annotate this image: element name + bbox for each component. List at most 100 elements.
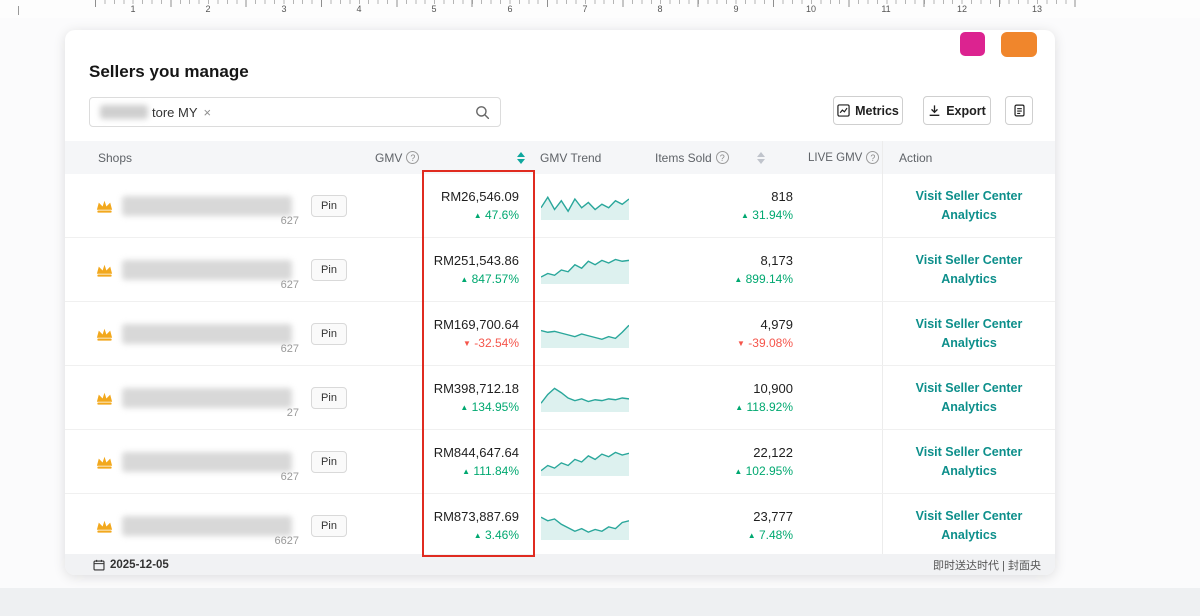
live-gmv-cell [805, 494, 882, 557]
pin-button[interactable]: Pin [311, 386, 347, 409]
trend-arrow-icon: ▲ [473, 211, 482, 220]
crown-icon [95, 262, 114, 278]
gmv-trend-sparkline [541, 516, 629, 540]
items-sold-value: 8,173 [760, 253, 793, 268]
gmv-value: RM26,546.09 [440, 189, 519, 204]
pin-button[interactable]: Pin [311, 194, 347, 217]
calendar-icon [93, 559, 105, 571]
seller-tag-blurred-name [100, 105, 148, 119]
ruler-number: 6 [507, 4, 513, 14]
pin-button[interactable]: Pin [311, 322, 347, 345]
export-button[interactable]: Export [923, 96, 991, 125]
shop-name-blurred: 627 [122, 194, 299, 227]
live-gmv-cell [805, 302, 882, 365]
table-header-row: Shops GMV GMV Trend Items Sold LIVE GMV … [65, 141, 1055, 174]
column-header-items-sold: Items Sold [655, 141, 805, 174]
shop-name-suffix: 627 [280, 278, 299, 291]
table-row: 627 Pin RM251,543.86 ▲ 847.57% 8,173 ▲ 8… [65, 238, 1055, 302]
shop-name-suffix: 627 [280, 214, 299, 227]
gmv-change: ▲ 47.6% [473, 208, 519, 222]
ruler-number: 2 [205, 4, 211, 14]
visit-seller-center-analytics-link[interactable]: Visit Seller Center Analytics [915, 316, 1023, 350]
visit-seller-center-analytics-link[interactable]: Visit Seller Center Analytics [915, 252, 1023, 286]
metrics-button-label: Metrics [855, 103, 899, 118]
footer-watermark-text: 即时送达时代 | 封面央 [933, 559, 1041, 572]
gmv-sort-icon[interactable] [517, 151, 525, 164]
report-button[interactable] [1005, 96, 1033, 125]
gmv-header-label: GMV [375, 150, 403, 165]
info-icon[interactable] [866, 151, 880, 164]
metrics-icon [837, 104, 850, 117]
ruler-number: 7 [582, 4, 588, 14]
pink-logo [960, 32, 985, 56]
gmv-change: ▲ 847.57% [460, 272, 519, 286]
ruler-number: 8 [657, 4, 663, 14]
visit-seller-center-analytics-link[interactable]: Visit Seller Center Analytics [915, 508, 1023, 542]
clipboard-icon [1013, 104, 1026, 117]
trend-arrow-icon: ▲ [735, 403, 744, 412]
shop-name-suffix: 627 [280, 342, 299, 355]
crown-icon [95, 454, 114, 470]
items-sold-header-label: Items Sold [655, 150, 712, 165]
ruler-corner-tick [18, 6, 19, 15]
crown-icon [95, 326, 114, 342]
trend-arrow-icon: ▼ [463, 339, 471, 348]
gmv-value: RM398,712.18 [433, 381, 519, 396]
ruler-number: 5 [431, 4, 437, 14]
trend-arrow-icon: ▲ [460, 275, 469, 284]
ruler-number: 4 [356, 4, 362, 14]
table-row: 6627 Pin RM873,887.69 ▲ 3.46% 23,777 ▲ 7… [65, 494, 1055, 558]
search-icon[interactable] [475, 105, 490, 120]
card-footer: 2025-12-05 即时送达时代 | 封面央 [65, 554, 1055, 575]
column-header-live-gmv: LIVE GMV [805, 141, 882, 174]
table-row: 627 Pin RM169,700.64 ▼ -32.54% 4,979 ▼ -… [65, 302, 1055, 366]
footer-date: 2025-12-05 [93, 559, 169, 571]
items-sold-value: 818 [771, 189, 793, 204]
gmv-value: RM251,543.86 [433, 253, 519, 268]
gmv-change: ▲ 134.95% [460, 400, 519, 414]
pin-button[interactable]: Pin [311, 514, 347, 537]
gmv-value: RM169,700.64 [433, 317, 519, 332]
seller-tag-label: tore MY [152, 104, 198, 120]
orange-logo [1001, 32, 1037, 57]
shop-name-blurred: 627 [122, 322, 299, 355]
items-sold-value: 10,900 [753, 381, 793, 396]
gmv-trend-sparkline [541, 258, 629, 284]
gmv-trend-sparkline [541, 195, 629, 220]
visit-seller-center-analytics-link[interactable]: Visit Seller Center Analytics [915, 380, 1023, 414]
pin-button[interactable]: Pin [311, 258, 347, 281]
remove-tag-icon[interactable]: × [203, 104, 212, 120]
live-gmv-cell [805, 366, 882, 429]
page-bottom-strip [0, 588, 1200, 616]
ruler-number: 11 [881, 4, 891, 14]
crown-icon [95, 518, 114, 534]
info-icon[interactable] [715, 151, 729, 164]
table-row: 627 Pin RM26,546.09 ▲ 47.6% 818 ▲ 31.94%… [65, 174, 1055, 238]
table-row: 627 Pin RM844,647.64 ▲ 111.84% 22,122 ▲ … [65, 430, 1055, 494]
shop-name-blurred: 6627 [122, 514, 299, 547]
shop-name-blurred: 627 [122, 450, 299, 483]
items-sold-sort-icon[interactable] [757, 151, 765, 164]
trend-arrow-icon: ▲ [462, 467, 471, 476]
shop-name-suffix: 27 [286, 406, 299, 419]
gmv-value: RM844,647.64 [433, 445, 519, 460]
gmv-value: RM873,887.69 [433, 509, 519, 524]
seller-search-input[interactable]: tore MY × [89, 97, 501, 127]
items-sold-change: ▲ 102.95% [734, 464, 793, 478]
column-header-action: Action [882, 141, 1055, 174]
items-sold-change: ▲ 31.94% [741, 208, 793, 222]
pin-button[interactable]: Pin [311, 450, 347, 473]
ruler-number: 1 [130, 4, 136, 14]
visit-seller-center-analytics-link[interactable]: Visit Seller Center Analytics [915, 444, 1023, 478]
items-sold-change: ▲ 899.14% [734, 272, 793, 286]
metrics-button[interactable]: Metrics [833, 96, 903, 125]
sellers-panel: Sellers you manage tore MY × Metrics Exp… [65, 30, 1055, 575]
document-ruler: 1 2 3 4 5 6 7 8 9 10 11 12 13 [0, 0, 1200, 18]
info-icon[interactable] [406, 151, 420, 164]
items-sold-change: ▲ 7.48% [747, 528, 793, 542]
footer-date-text: 2025-12-05 [110, 558, 169, 571]
export-button-label: Export [946, 103, 986, 118]
visit-seller-center-analytics-link[interactable]: Visit Seller Center Analytics [915, 188, 1023, 222]
page-title: Sellers you manage [89, 62, 249, 81]
shop-name-blurred: 27 [122, 386, 299, 419]
